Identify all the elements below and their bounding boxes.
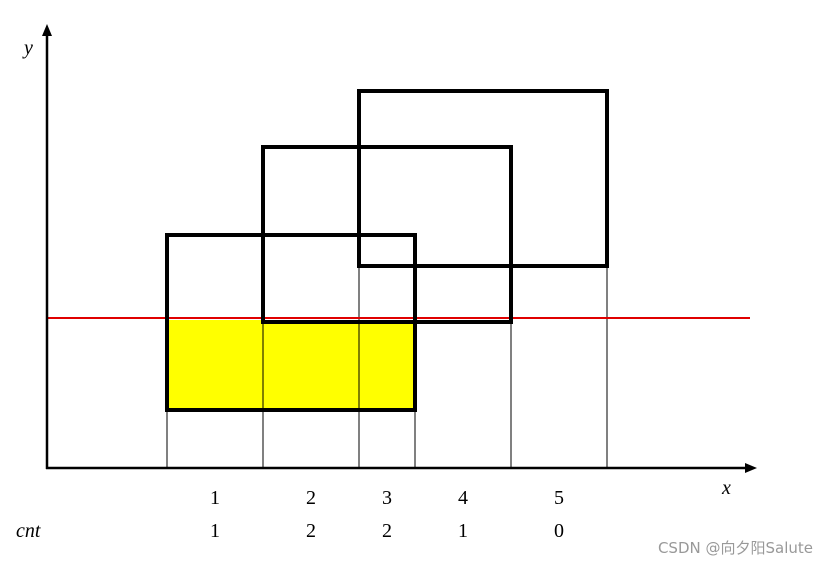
y-arrow <box>42 24 52 36</box>
cnt-value: 1 <box>210 520 220 542</box>
rectangle <box>261 145 513 324</box>
interval-label: 2 <box>306 487 316 509</box>
interval-label: 5 <box>554 487 564 509</box>
x-label: x <box>721 477 731 499</box>
covered-area <box>167 320 415 410</box>
watermark: CSDN @向夕阳Salute <box>658 539 813 557</box>
cnt-value: 0 <box>554 520 564 542</box>
y-label: y <box>22 37 33 59</box>
rectangle <box>357 89 609 268</box>
interval-label: 4 <box>458 487 468 509</box>
interval-label: 1 <box>210 487 220 509</box>
rectangles <box>165 89 609 412</box>
x-arrow <box>745 463 757 473</box>
row-label: cnt <box>16 520 41 542</box>
cnt-value: 2 <box>382 520 392 542</box>
cnt-value: 2 <box>306 520 316 542</box>
axes <box>45 32 750 470</box>
interval-labels: 1 2 3 4 5 1 2 2 1 0 <box>210 487 564 542</box>
scan-lines <box>166 266 608 468</box>
interval-label: 3 <box>382 487 392 509</box>
cnt-value: 1 <box>458 520 468 542</box>
